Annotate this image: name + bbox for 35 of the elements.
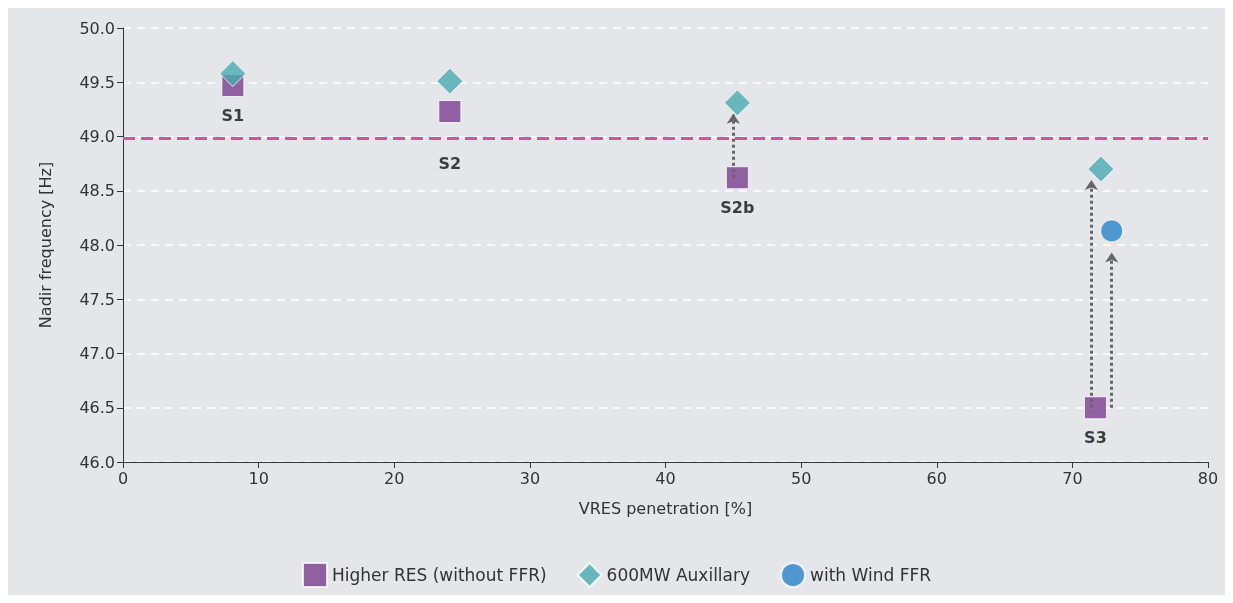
point — [438, 100, 462, 124]
y-tick-label: 46.0 — [79, 452, 115, 472]
point — [1087, 155, 1115, 183]
annotation: S2b — [720, 198, 755, 218]
y-tick-label: 48.5 — [79, 181, 115, 201]
x-tick-label: 10 — [248, 468, 269, 488]
y-tick-label: 47.0 — [79, 344, 115, 363]
y-axis-title: Nadir frequency [Hz] — [35, 161, 55, 329]
y-tick-label: 47.5 — [79, 289, 115, 309]
x-tick-label: 20 — [384, 468, 405, 488]
point — [725, 166, 749, 190]
y-tick-label: 46.5 — [79, 398, 115, 418]
x-axis-title: VRES penetration [%] — [578, 498, 753, 518]
y-tick-label: 48.0 — [79, 235, 115, 255]
annotation: S2 — [438, 154, 462, 174]
point — [1100, 219, 1124, 243]
x-tick-label: 30 — [519, 468, 541, 488]
y-tick-label: 50.0 — [79, 18, 115, 38]
x-tick-label: 70 — [1062, 468, 1083, 488]
point — [219, 60, 247, 88]
legend-label: 600MW Auxillary — [606, 565, 751, 585]
y-tick-label: 49.0 — [79, 127, 115, 146]
annotation: S3 — [1084, 428, 1107, 448]
legend-label: with Wind FFR — [810, 565, 932, 585]
x-tick-label: 40 — [655, 468, 676, 488]
annotation: S1 — [221, 106, 245, 125]
x-tick-label: 50 — [790, 468, 812, 488]
x-tick-label: 80 — [1197, 468, 1219, 488]
x-tick-label: 0 — [117, 468, 129, 488]
x-tick-label: 60 — [926, 468, 947, 488]
y-tick-label: 49.5 — [79, 72, 115, 92]
point — [1083, 396, 1107, 420]
legend-label: Higher RES (without FFR) — [331, 565, 547, 585]
point — [723, 89, 751, 117]
point — [436, 67, 464, 95]
